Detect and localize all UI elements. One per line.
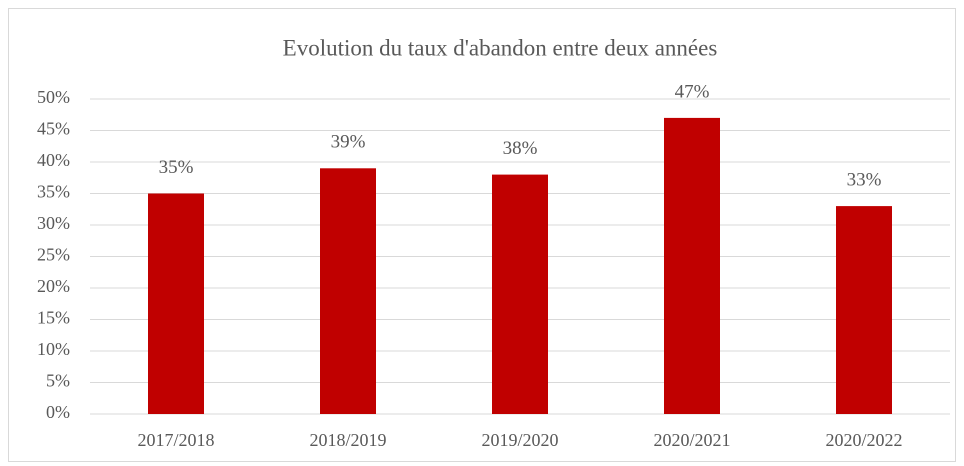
value-label: 35% <box>159 157 194 178</box>
x-tick-label: 2020/2021 <box>653 430 730 450</box>
value-label: 33% <box>847 169 882 190</box>
y-tick-label: 5% <box>46 371 70 391</box>
y-tick-label: 45% <box>37 119 70 139</box>
y-tick-label: 10% <box>37 339 70 359</box>
y-tick-label: 40% <box>37 150 70 170</box>
y-tick-label: 50% <box>37 87 70 107</box>
y-tick-label: 0% <box>46 402 70 422</box>
y-tick-label: 20% <box>37 276 70 296</box>
y-tick-label: 30% <box>37 213 70 233</box>
y-tick-label: 35% <box>37 182 70 202</box>
bar <box>148 193 204 414</box>
bar <box>836 206 892 414</box>
value-label: 38% <box>503 138 538 159</box>
x-tick-label: 2019/2020 <box>481 430 558 450</box>
bar <box>492 174 548 414</box>
y-tick-label: 15% <box>37 308 70 328</box>
bar <box>320 168 376 414</box>
value-label: 39% <box>331 132 366 153</box>
chart-title: Evolution du taux d'abandon entre deux a… <box>283 35 718 60</box>
value-label: 47% <box>675 81 710 102</box>
x-tick-label: 2018/2019 <box>309 430 386 450</box>
bar <box>664 117 720 415</box>
x-tick-label: 2017/2018 <box>137 430 214 450</box>
x-tick-label: 2020/2022 <box>825 430 902 450</box>
y-tick-label: 25% <box>37 245 70 265</box>
